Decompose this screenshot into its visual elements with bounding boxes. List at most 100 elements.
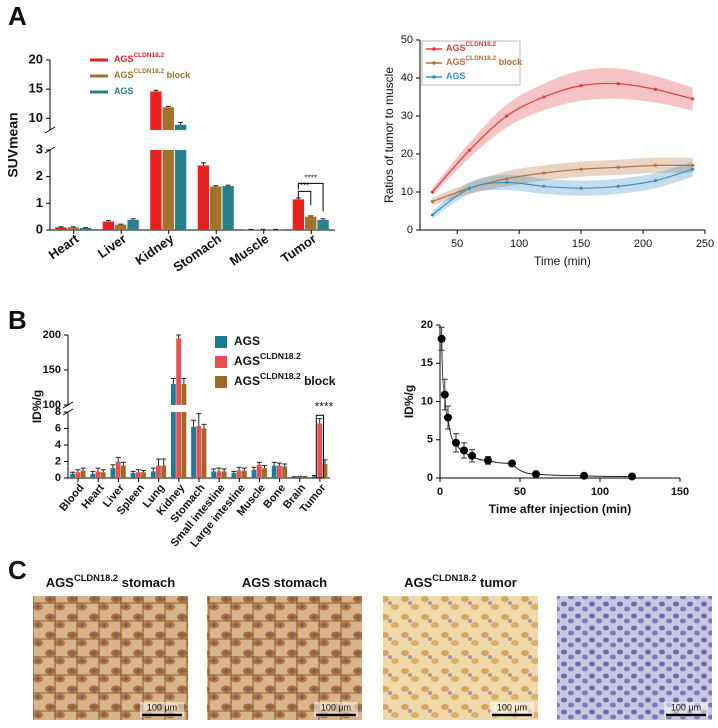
x-tick-label: 100 <box>591 486 609 498</box>
point <box>579 167 583 171</box>
point <box>467 148 472 152</box>
panel-label: B <box>8 305 27 335</box>
y-tick-label: 15 <box>29 81 43 96</box>
bar-upper <box>181 384 187 405</box>
point <box>616 82 620 86</box>
x-tick-label: Stomach <box>170 231 224 275</box>
axis-break <box>44 126 56 134</box>
legend-label: AGSCLDN18.2 block <box>234 371 336 388</box>
y-tick-label: 30 <box>401 110 413 122</box>
legend-marker <box>432 61 436 65</box>
x-tick-label: Liver <box>95 231 129 261</box>
legend-label-base: AGS <box>234 334 260 348</box>
legend-label-sup: CLDN18.2 <box>134 68 165 75</box>
y-tick-label: 0 <box>36 221 43 236</box>
bar <box>130 473 136 478</box>
legend-label: AGS <box>446 71 466 81</box>
legend-swatch <box>215 336 227 348</box>
bar <box>302 477 308 478</box>
point <box>508 459 516 468</box>
legend-marker <box>432 75 436 79</box>
bar <box>70 473 76 478</box>
x-tick-label: 50 <box>514 486 526 498</box>
point <box>653 163 658 167</box>
x-axis-label: Time after injection (min) <box>489 502 631 516</box>
bar <box>201 428 207 478</box>
y-tick-label: 2 <box>55 455 61 467</box>
micrograph <box>557 596 712 720</box>
scale-bar-bg <box>664 702 708 717</box>
y-tick-label: 3 <box>36 141 43 156</box>
bar <box>141 472 146 478</box>
bar <box>292 199 305 230</box>
bar <box>176 412 182 478</box>
y-tick-label: 10 <box>29 110 43 125</box>
point <box>467 186 472 190</box>
bar <box>271 465 277 478</box>
annotation: **** <box>315 399 334 413</box>
bar <box>191 426 196 478</box>
bar <box>90 473 96 478</box>
point <box>579 186 583 190</box>
legend-label-base: AGS <box>114 54 134 64</box>
point <box>653 87 658 91</box>
micrograph <box>383 596 538 720</box>
bar <box>150 150 162 230</box>
y-tick-label: 20 <box>401 148 413 160</box>
image-caption-base: AGS <box>404 575 433 590</box>
x-tick-label: Tumor <box>278 231 319 266</box>
highlight-box <box>315 414 325 479</box>
bar <box>110 468 116 478</box>
y-tick-label: 50 <box>401 34 413 46</box>
point <box>484 456 492 465</box>
x-tick-label: 200 <box>634 238 652 250</box>
bar <box>256 464 262 478</box>
x-tick-label: 0 <box>437 486 443 498</box>
bar <box>262 468 267 478</box>
x-tick-label: 150 <box>671 486 689 498</box>
legend-label: AGS <box>234 334 260 348</box>
legend-label: AGSCLDN18.2 <box>234 351 301 368</box>
legend-label-base: AGS <box>446 43 466 53</box>
bar <box>115 461 121 478</box>
bar <box>174 150 187 230</box>
point <box>430 190 434 194</box>
bar <box>181 412 187 478</box>
image-caption-base: AGS stomach <box>242 575 327 590</box>
bar <box>251 469 257 478</box>
y-tick-label: 10 <box>401 186 413 198</box>
bar <box>236 470 242 478</box>
legend-label-base: AGS <box>114 70 134 80</box>
image-caption: AGSCLDN18.2 tumor <box>404 573 517 590</box>
panel-label: A <box>8 1 27 31</box>
legend-label-sup: CLDN18.2 <box>466 55 497 62</box>
bar <box>305 216 317 230</box>
bar <box>75 472 81 478</box>
bar <box>210 186 222 230</box>
bar <box>317 423 323 478</box>
y-axis-label: SUVmean <box>5 112 21 177</box>
bar <box>121 465 126 478</box>
image-caption: AGS stomach <box>242 575 327 590</box>
point <box>691 163 695 167</box>
x-tick-label: Muscle <box>227 231 272 269</box>
legend-label-sup: CLDN18.2 <box>260 351 301 361</box>
scale-bar-label: 100 μm <box>497 702 527 712</box>
y-tick-label: 4 <box>55 439 62 451</box>
y-tick-label: 100 <box>43 399 61 411</box>
point <box>691 167 695 171</box>
legend-label-base: AGS <box>114 86 134 96</box>
micrograph <box>33 596 188 720</box>
legend-label-base: AGS <box>234 354 260 368</box>
bar <box>282 466 288 478</box>
y-tick-label: 10 <box>421 395 433 407</box>
annotation: *** <box>300 181 309 190</box>
legend-label-suffix: block <box>301 374 336 388</box>
legend-label: AGSCLDN18.2 <box>446 41 496 54</box>
point <box>468 451 476 460</box>
confidence-band <box>432 161 693 219</box>
bar <box>67 227 79 230</box>
bar <box>135 472 141 478</box>
point <box>532 470 540 479</box>
